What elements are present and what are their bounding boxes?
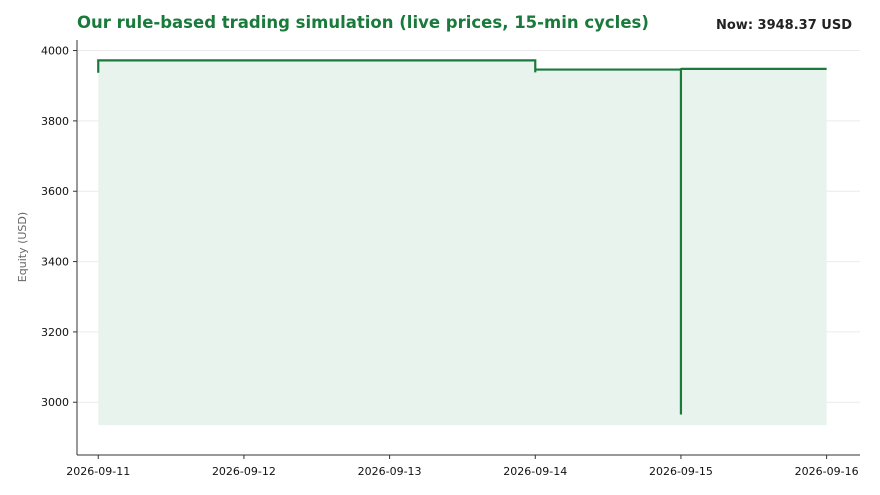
y-tick-label: 4000 [41,45,69,58]
x-tick-label: 2026-09-14 [503,465,567,478]
x-tick-label: 2026-09-15 [649,465,713,478]
y-tick-label: 3000 [41,396,69,409]
y-tick-label: 3400 [41,256,69,269]
y-tick-label: 3200 [41,326,69,339]
equity-line [97,59,827,415]
y-tick-label: 3600 [41,185,69,198]
x-tick-label: 2026-09-12 [212,465,276,478]
equity-area-fill [98,59,827,426]
y-tick-label: 3800 [41,115,69,128]
y-axis-label: Equity (USD) [16,212,29,282]
x-tick-label: 2026-09-11 [66,465,130,478]
x-tick-label: 2026-09-16 [795,465,859,478]
chart-title: Our rule-based trading simulation (live … [77,13,649,32]
current-equity-label: Now: 3948.37 USD [716,18,852,33]
x-tick-label: 2026-09-13 [358,465,422,478]
